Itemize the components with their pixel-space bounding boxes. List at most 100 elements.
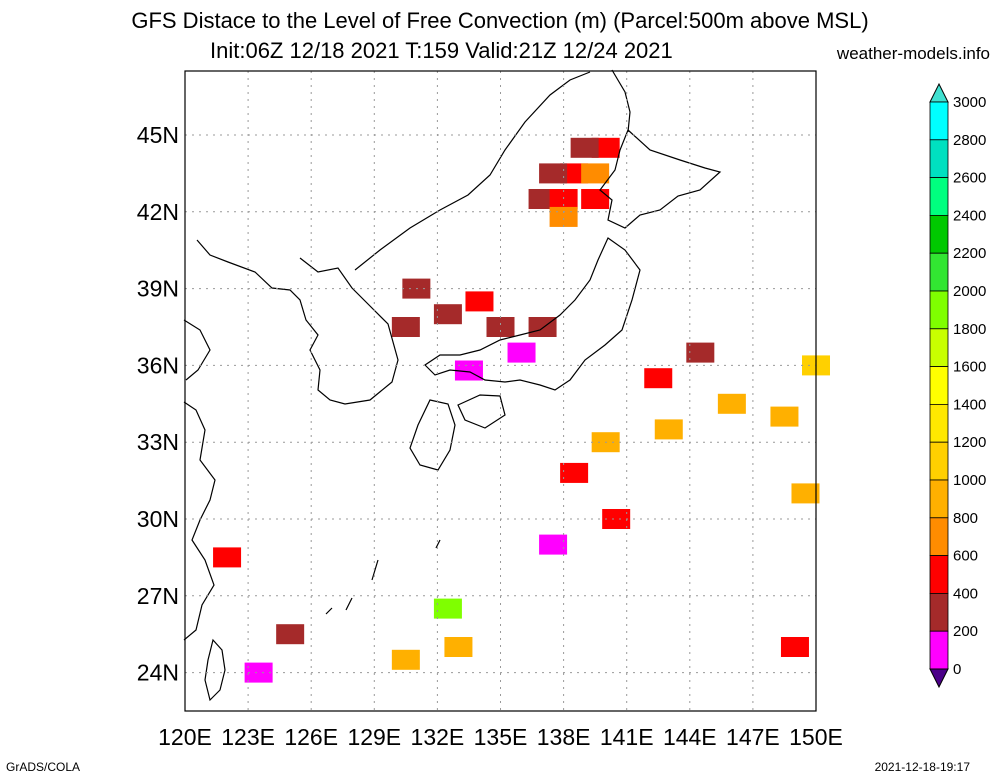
colorbar-band [929,630,949,670]
lfc-cell [391,317,420,337]
colorbar-band [929,517,949,556]
lfc-cell [213,547,242,568]
lon-tick-label: 135E [474,724,528,750]
colorbar-label: 800 [953,510,978,527]
colorbar-label: 2600 [953,170,986,187]
lfc-cell [560,163,589,184]
colorbar-band [929,177,949,216]
lon-tick-label: 147E [726,724,780,750]
lfc-cell [591,137,620,158]
colorbar-band [929,101,949,141]
lfc-cell [444,637,473,657]
coast-china [183,319,216,641]
lfc-cell [581,163,610,184]
lat-tick-label: 27N [137,583,179,609]
lfc-cell [780,637,809,657]
lfc-cell [433,598,462,619]
lfc-cell [528,317,557,337]
lfc-cell [539,163,568,184]
lon-tick-label: 120E [158,724,212,750]
coast-kyushu [409,399,456,471]
coast-shikoku [457,394,506,429]
colorbar-band [929,214,949,254]
coast-hokkaido [599,128,722,229]
colorbar-label: 3000 [953,94,986,111]
colorbar-label: 2800 [953,132,986,149]
lon-tick-label: 144E [663,724,717,750]
colorbar-label: 600 [953,548,978,565]
colorbar-band [929,252,949,292]
lfc-cell [244,662,273,683]
colorbar-label: 1200 [953,434,986,451]
colorbar-band [929,441,949,481]
lat-tick-label: 45N [137,122,179,148]
colorbar-label: 400 [953,585,978,602]
generation-timestamp: 2021-12-18-19:17 [874,760,970,774]
colorbar-band [929,555,949,594]
colorbar-band [929,403,949,443]
colorbar-label: 2200 [953,245,986,262]
lfc-field [213,137,830,683]
graticule [185,71,816,711]
lon-tick-label: 150E [789,724,843,750]
lat-tick-label: 42N [137,199,179,225]
colorbar-band [929,479,949,519]
colorbar-band [929,328,949,367]
lfc-cell [507,342,536,363]
lfc-cell [539,534,568,555]
colorbar: 0 200 400 600 800 1000 1200 1400 1600 1800 2000 220… [929,82,986,689]
coast-korea [196,239,399,405]
colorbar-band [929,593,949,632]
lfc-cell [581,189,610,209]
lat-tick-label: 33N [137,429,179,455]
lat-tick-label: 39N [137,276,179,302]
lon-tick-label: 129E [347,724,401,750]
coastline [183,69,722,702]
coast-sakhalin [611,69,631,133]
colorbar-band [929,290,949,330]
colorbar-label: 1600 [953,359,986,376]
coast-honshu [424,237,641,391]
map-title: GFS Distace to the Level of Free Convect… [131,8,869,33]
software-credit: GrADS/COLA [6,760,81,774]
colorbar-label: 0 [953,661,961,678]
lat-tick-label: 36N [137,352,179,378]
lfc-cell [486,317,515,337]
coast-primorye [354,71,591,271]
lfc-cell [654,419,683,440]
lfc-cell [570,137,599,158]
lfc-cell [686,342,715,363]
map-frame [184,70,817,712]
colorbar-label: 200 [953,623,978,640]
lfc-cell [528,189,557,209]
lfc-cell [465,291,494,312]
colorbar-band [929,366,949,405]
colorbar-label: 1800 [953,321,986,338]
lfc-cell [560,462,589,483]
lfc-cell [391,649,420,670]
lat-tick-label: 30N [137,506,179,532]
lfc-cell [791,483,820,504]
lfc-cell [644,368,673,389]
map-subtitle: Init:06Z 12/18 2021 T:159 Valid:21Z 12/2… [210,38,673,63]
lon-tick-label: 141E [600,724,654,750]
coast-ryukyu [325,539,441,615]
lfc-cell [717,393,746,414]
lfc-cell [276,624,305,645]
site-credit: weather-models.info [836,44,990,63]
lfc-cell [770,406,799,427]
colorbar-label: 1400 [953,396,986,413]
lfc-cell [433,304,462,325]
colorbar-min-arrow [929,668,949,689]
lon-tick-label: 123E [221,724,275,750]
colorbar-band [929,139,949,179]
lfc-cell [602,509,631,529]
colorbar-max-arrow [929,82,949,103]
lon-tick-label: 132E [411,724,465,750]
lfc-cell [549,206,578,227]
coast-taiwan [204,638,226,702]
lon-tick-label: 126E [284,724,338,750]
lat-tick-label: 24N [137,660,179,686]
colorbar-label: 2400 [953,207,986,224]
